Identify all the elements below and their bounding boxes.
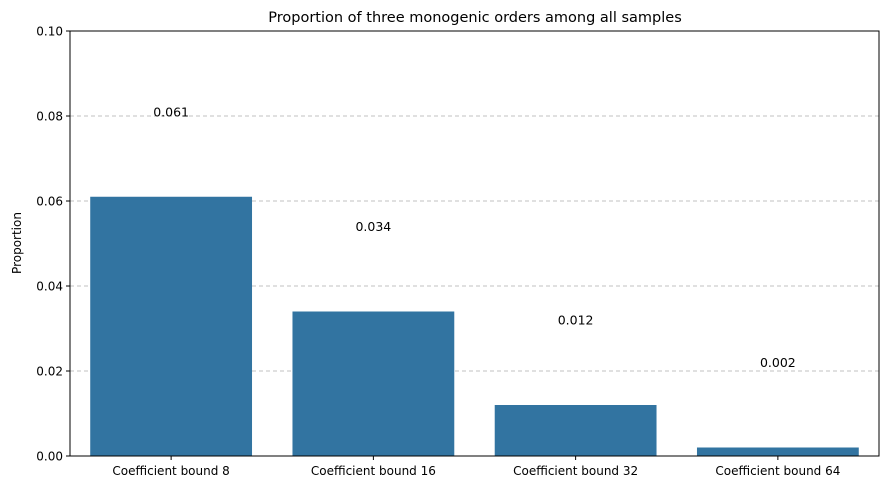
- y-tick-label: 0.04: [36, 280, 63, 294]
- data-label: 0.061: [153, 104, 189, 119]
- bar: [292, 311, 455, 456]
- bar: [90, 196, 253, 456]
- data-labels: 0.061 0.034 0.012 0.002: [153, 104, 796, 370]
- x-tick-label: Coefficient bound 32: [513, 464, 638, 478]
- x-axis-ticks: Coefficient bound 8 Coefficient bound 16 C…: [112, 456, 840, 478]
- x-tick-label: Coefficient bound 16: [311, 464, 436, 478]
- y-tick-label: 0.08: [36, 110, 63, 124]
- y-axis-label: Proportion: [10, 212, 24, 274]
- bar: [494, 405, 657, 456]
- y-axis-ticks: 0.00 0.02 0.04 0.06 0.08 0.10: [36, 25, 70, 464]
- data-label: 0.002: [760, 355, 796, 370]
- y-tick-label: 0.00: [36, 450, 63, 464]
- x-tick-label: Coefficient bound 64: [715, 464, 840, 478]
- bar: [696, 447, 859, 456]
- y-tick-label: 0.02: [36, 365, 63, 379]
- chart-title: Proportion of three monogenic orders amo…: [268, 10, 682, 26]
- x-tick-label: Coefficient bound 8: [112, 464, 229, 478]
- bars: [90, 196, 859, 456]
- y-tick-label: 0.06: [36, 195, 63, 209]
- data-label: 0.012: [558, 313, 594, 328]
- y-tick-label: 0.10: [36, 25, 63, 39]
- data-label: 0.034: [355, 219, 391, 234]
- plot-frame: [69, 30, 880, 457]
